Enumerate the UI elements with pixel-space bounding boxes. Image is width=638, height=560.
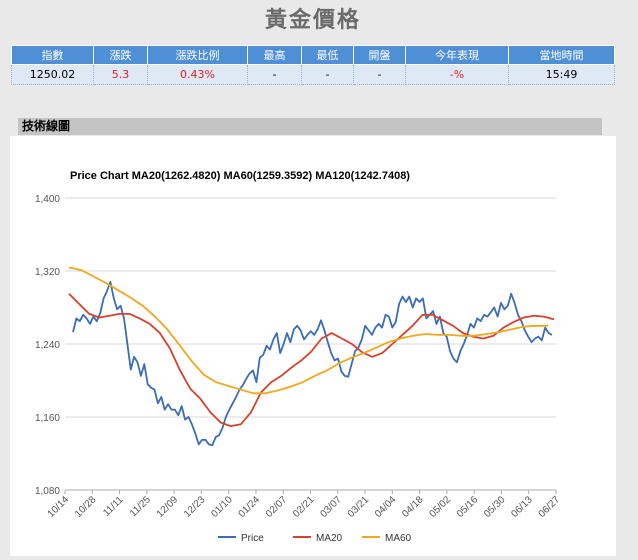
- chart-panel: Price Chart MA20(1262.4820) MA60(1259.35…: [10, 136, 616, 556]
- x-tick-label: 04/18: [400, 494, 426, 520]
- x-tick-label: 10/14: [46, 494, 72, 520]
- legend-label-price: Price: [241, 533, 264, 544]
- x-tick-label: 03/07: [318, 494, 344, 520]
- header-change-percent: 漲跌比例: [147, 45, 248, 65]
- value-ytd: -%: [405, 64, 509, 85]
- quote-value-row: 1250.02 5.3 0.43% - - - -% 15:49: [11, 64, 615, 85]
- x-tick-label: 12/23: [182, 494, 208, 520]
- value-change: 5.3: [93, 64, 148, 85]
- x-tick-label: 02/21: [291, 494, 317, 520]
- x-tick-label: 05/16: [455, 494, 481, 520]
- x-tick-label: 11/11: [101, 494, 126, 519]
- technical-chart-header: 技術線圖: [18, 118, 602, 135]
- x-tick-label: 12/09: [155, 494, 181, 520]
- x-tick-label: 02/07: [264, 494, 290, 520]
- y-tick-label: 1,080: [35, 486, 60, 497]
- value-index: 1250.02: [11, 64, 94, 85]
- x-tick-label: 11/25: [128, 494, 153, 519]
- header-change: 漲跌: [93, 45, 148, 65]
- header-open: 開盤: [353, 45, 406, 65]
- x-tick-label: 01/10: [209, 494, 235, 520]
- value-change-percent: 0.43%: [147, 64, 248, 85]
- chart-title: Price Chart MA20(1262.4820) MA60(1259.35…: [70, 170, 410, 182]
- legend-label-ma20: MA20: [316, 533, 343, 544]
- series-line-ma20: [68, 293, 555, 428]
- x-tick-label: 06/13: [509, 494, 535, 520]
- x-tick-label: 06/27: [537, 494, 563, 520]
- y-tick-label: 1,320: [35, 267, 60, 278]
- y-tick-label: 1,400: [35, 194, 60, 205]
- x-tick-label: 04/04: [373, 494, 399, 520]
- quote-table: 指數 漲跌 漲跌比例 最高 最低 開盤 今年表現 當地時間 1250.02 5.…: [11, 45, 615, 85]
- series-line-price: [72, 280, 553, 447]
- page-title: 黃金價格: [264, 7, 361, 33]
- header-low: 最低: [301, 45, 354, 65]
- value-high: -: [247, 64, 302, 85]
- series-line-ma60: [68, 266, 548, 395]
- y-tick-label: 1,240: [35, 340, 60, 351]
- value-open: -: [353, 64, 406, 85]
- x-tick-label: 05/30: [482, 494, 508, 520]
- price-chart: Price Chart MA20(1262.4820) MA60(1259.35…: [35, 170, 563, 544]
- x-tick-label: 01/24: [237, 494, 263, 520]
- quote-header-row: 指數 漲跌 漲跌比例 最高 最低 開盤 今年表現 當地時間: [11, 45, 615, 65]
- y-tick-label: 1,160: [35, 413, 60, 424]
- header-high: 最高: [247, 45, 302, 65]
- value-low: -: [301, 64, 354, 85]
- x-tick-label: 05/02: [428, 494, 454, 520]
- header-index: 指數: [11, 45, 94, 65]
- header-ytd: 今年表現: [405, 45, 509, 65]
- value-local-time: 15:49: [508, 64, 615, 85]
- legend-label-ma60: MA60: [385, 533, 412, 544]
- x-tick-label: 03/21: [346, 494, 372, 520]
- x-tick-label: 10/28: [73, 494, 99, 520]
- header-local-time: 當地時間: [508, 45, 615, 65]
